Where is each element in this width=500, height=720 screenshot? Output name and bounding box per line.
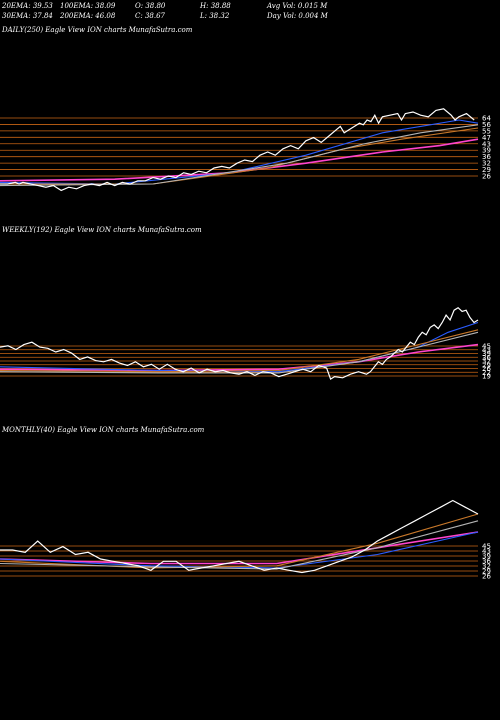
ema20-label: 20EMA: 39.53 xyxy=(2,2,53,10)
level-label: 32 xyxy=(482,160,491,168)
day-vol-label: Day Vol: 0.004 M xyxy=(267,12,328,20)
level-label: 39 xyxy=(482,553,491,561)
ema-line xyxy=(0,119,479,185)
level-label: 29 xyxy=(482,166,491,174)
level-label: 36 xyxy=(482,558,491,566)
ema-line xyxy=(0,531,479,569)
ema-line xyxy=(0,520,479,570)
close-label: C: 38.67 xyxy=(135,12,165,20)
ema-line xyxy=(0,513,479,569)
level-label: 32 xyxy=(482,563,491,571)
level-label: 36 xyxy=(482,153,491,161)
level-label: 29 xyxy=(482,568,491,576)
level-label: 19 xyxy=(482,373,491,381)
level-label: 56 xyxy=(482,121,491,129)
low-label: L: 38.32 xyxy=(200,12,230,20)
level-label: 64 xyxy=(482,115,491,123)
level-label: 43 xyxy=(482,140,491,148)
level-label: 22 xyxy=(482,369,491,377)
ema-line xyxy=(0,124,479,187)
level-label: 43 xyxy=(482,346,491,354)
open-label: O: 38.80 xyxy=(135,2,166,10)
ema-line xyxy=(0,331,479,374)
price-line xyxy=(0,108,475,192)
ema100-label: 100EMA: 38.09 xyxy=(60,2,116,10)
level-label: 26 xyxy=(482,173,491,181)
ema-line xyxy=(0,329,479,373)
level-label: 55 xyxy=(482,127,491,135)
weekly-panel-title: WEEKLY(192) Eagle View ION charts Munafa… xyxy=(2,226,202,234)
level-label: 39 xyxy=(482,147,491,155)
level-label: 36 xyxy=(482,354,491,362)
daily-panel-title: DAILY(250) Eagle View ION charts MunafaS… xyxy=(2,26,193,34)
avg-vol-label: Avg Vol: 0.015 M xyxy=(267,2,328,10)
level-label: 45 xyxy=(482,543,491,551)
high-label: H: 38.88 xyxy=(200,2,231,10)
ema30-label: 30EMA: 37.84 xyxy=(2,12,53,20)
level-label: 39 xyxy=(482,350,491,358)
level-label: 26 xyxy=(482,365,491,373)
price-line xyxy=(0,499,479,574)
level-label: 32 xyxy=(482,358,491,366)
level-label: 43 xyxy=(482,548,491,556)
level-label: 47 xyxy=(482,134,491,142)
ema-line xyxy=(0,531,479,565)
monthly-panel-title: MONTHLY(40) Eagle View ION charts Munafa… xyxy=(2,426,205,434)
price-line xyxy=(0,306,479,381)
ema-line xyxy=(0,138,479,182)
ema200-label: 200EMA: 46.08 xyxy=(60,12,116,20)
level-label: 45 xyxy=(482,343,491,351)
level-label: 29 xyxy=(482,361,491,369)
level-label: 26 xyxy=(482,573,491,581)
